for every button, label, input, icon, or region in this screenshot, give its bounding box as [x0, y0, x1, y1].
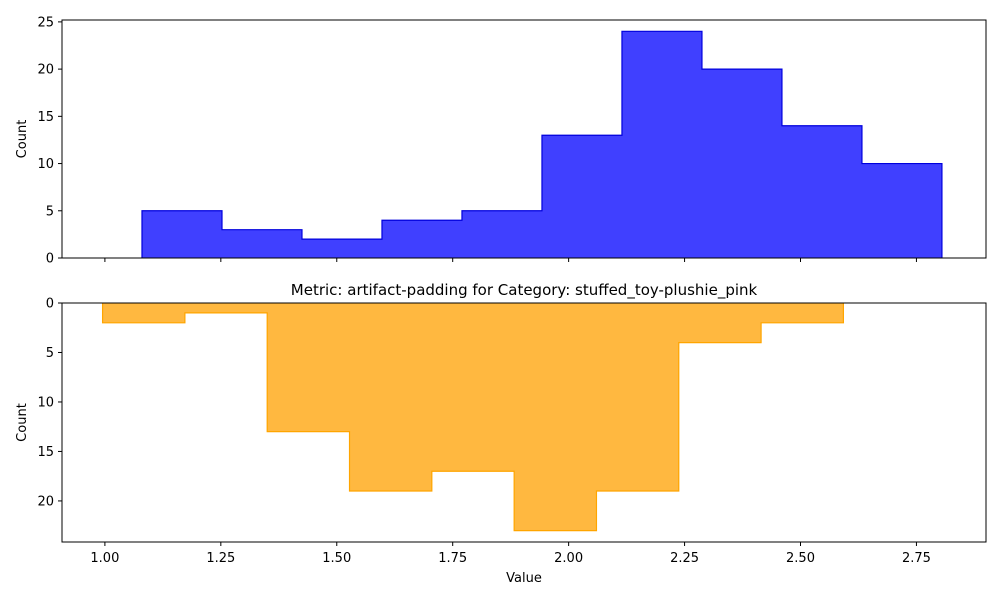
histogram-bar — [514, 303, 596, 531]
x-tick-label: 1.50 — [322, 551, 351, 566]
histogram-outline-1 — [141, 30, 943, 258]
y-tick-label: 10 — [37, 157, 54, 172]
histogram-fill-2 — [102, 303, 844, 531]
histogram-bar — [382, 220, 462, 258]
chart-panel-1: 0 5 10 15 20 25 Count — [15, 15, 987, 267]
histogram-bar — [142, 211, 222, 258]
x-tick-label: 2.25 — [670, 551, 699, 566]
histogram-bar — [350, 303, 432, 491]
y-tick-label: 0 — [46, 297, 54, 312]
x-tick-label: 1.25 — [206, 551, 235, 566]
y-tick-label: 20 — [37, 494, 54, 509]
histogram-bar — [702, 69, 782, 258]
chart-title: Metric: artifact-padding for Category: s… — [291, 281, 758, 300]
histogram-bar — [302, 239, 382, 258]
y-tick-label: 15 — [37, 445, 54, 460]
y-axis-label: Count — [15, 403, 30, 442]
histogram-outline-2 — [101, 303, 844, 532]
x-tick-label: 1.00 — [90, 551, 119, 566]
y-tick-label: 0 — [46, 252, 54, 267]
y-tick-label: 15 — [37, 110, 54, 125]
chart-panel-2: 0 5 10 15 20 1.00 1.25 1.50 1.75 2.00 2.25 2.50 2.75… — [15, 281, 987, 586]
histogram-bar — [622, 31, 702, 258]
x-tick-label: 2.75 — [902, 551, 931, 566]
y-tick-label: 5 — [46, 346, 54, 361]
histogram-bar — [267, 303, 349, 432]
x-tick-label: 2.00 — [554, 551, 583, 566]
y-tick-label: 10 — [37, 395, 54, 410]
histogram-bar — [596, 303, 678, 491]
histogram-bar — [679, 303, 761, 343]
x-tick-label: 1.75 — [438, 551, 467, 566]
histogram-bar — [782, 126, 862, 258]
y-tick-label: 5 — [46, 204, 54, 219]
histogram-fill-1 — [141, 31, 942, 258]
histogram-bar — [761, 303, 843, 323]
x-axis-label: Value — [506, 571, 542, 586]
y-axis-label: Count — [15, 120, 30, 159]
histogram-bar — [185, 303, 267, 313]
histogram-bar — [462, 211, 542, 258]
histogram-bar — [862, 164, 942, 258]
histogram-bar — [103, 303, 185, 323]
histogram-bar — [542, 135, 622, 258]
y-tick-label: 20 — [37, 63, 54, 78]
axes-frame — [61, 19, 987, 259]
x-tick-label: 2.50 — [786, 551, 815, 566]
histogram-bar — [222, 230, 302, 258]
histogram-bar — [432, 303, 514, 471]
y-tick-label: 25 — [37, 15, 54, 30]
axes-frame — [61, 302, 987, 543]
